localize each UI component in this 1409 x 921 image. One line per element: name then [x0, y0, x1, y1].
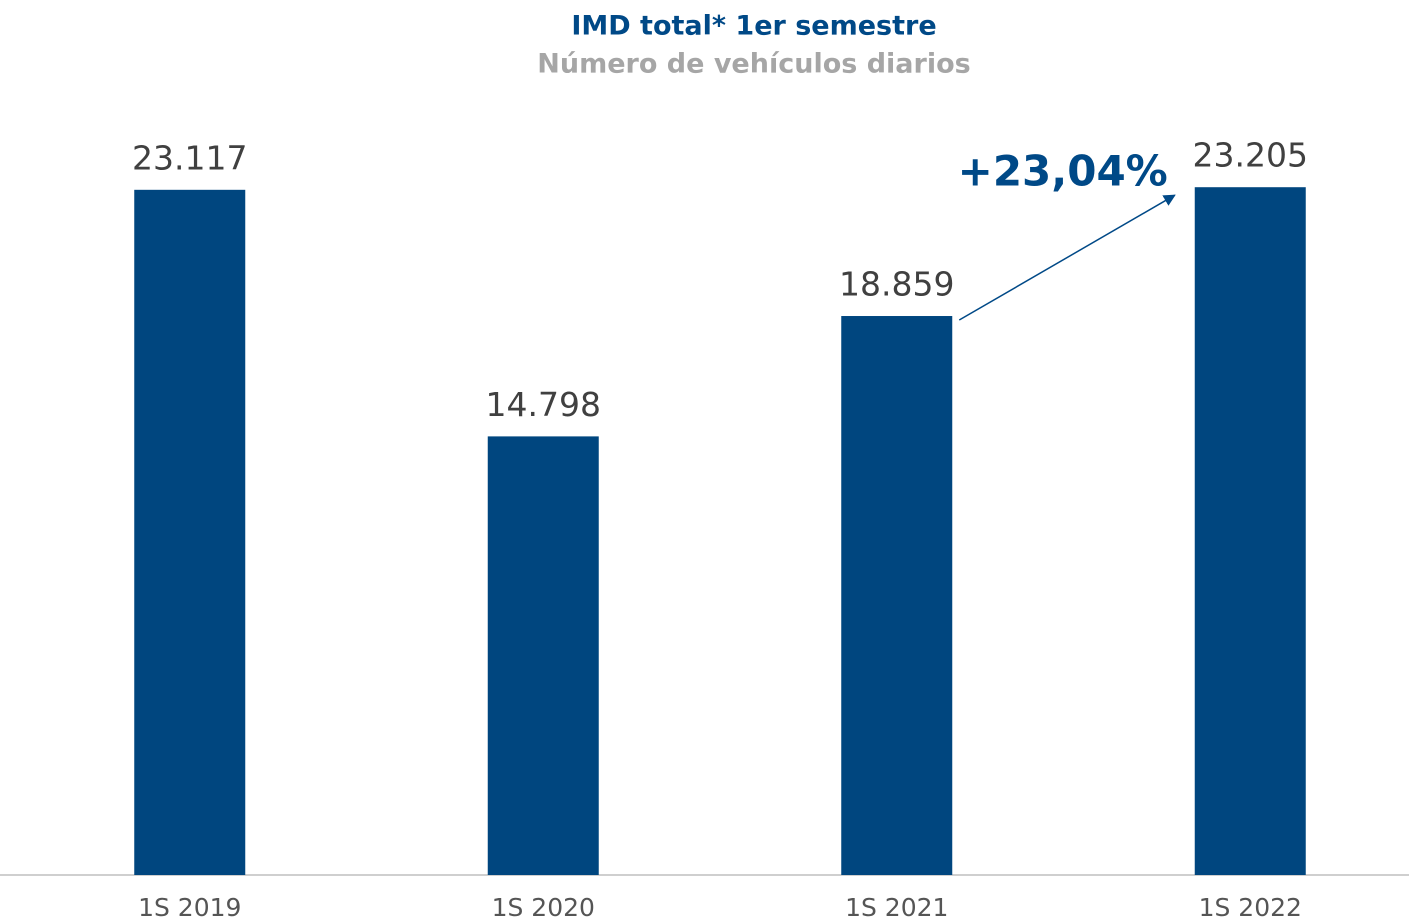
- x-tick-label: 1S 2019: [138, 893, 241, 921]
- bar: [1194, 187, 1306, 875]
- x-tick-label: 1S 2021: [845, 893, 948, 921]
- chart-subtitle: Número de vehículos diarios: [537, 49, 970, 80]
- value-label: 14.798: [486, 385, 601, 424]
- annotation: +23,04%: [958, 147, 1168, 196]
- x-tick-label: 1S 2020: [492, 893, 595, 921]
- chart-title: IMD total* 1er semestre: [571, 11, 936, 42]
- value-label: 18.859: [839, 265, 954, 304]
- bar: [841, 316, 953, 875]
- value-label: 23.117: [132, 138, 247, 177]
- x-tick-label: 1S 2022: [1199, 893, 1302, 921]
- bar: [134, 189, 246, 875]
- value-label: 23.205: [1193, 136, 1308, 175]
- annotation-arrow: [958, 194, 1176, 321]
- bar: [487, 436, 599, 875]
